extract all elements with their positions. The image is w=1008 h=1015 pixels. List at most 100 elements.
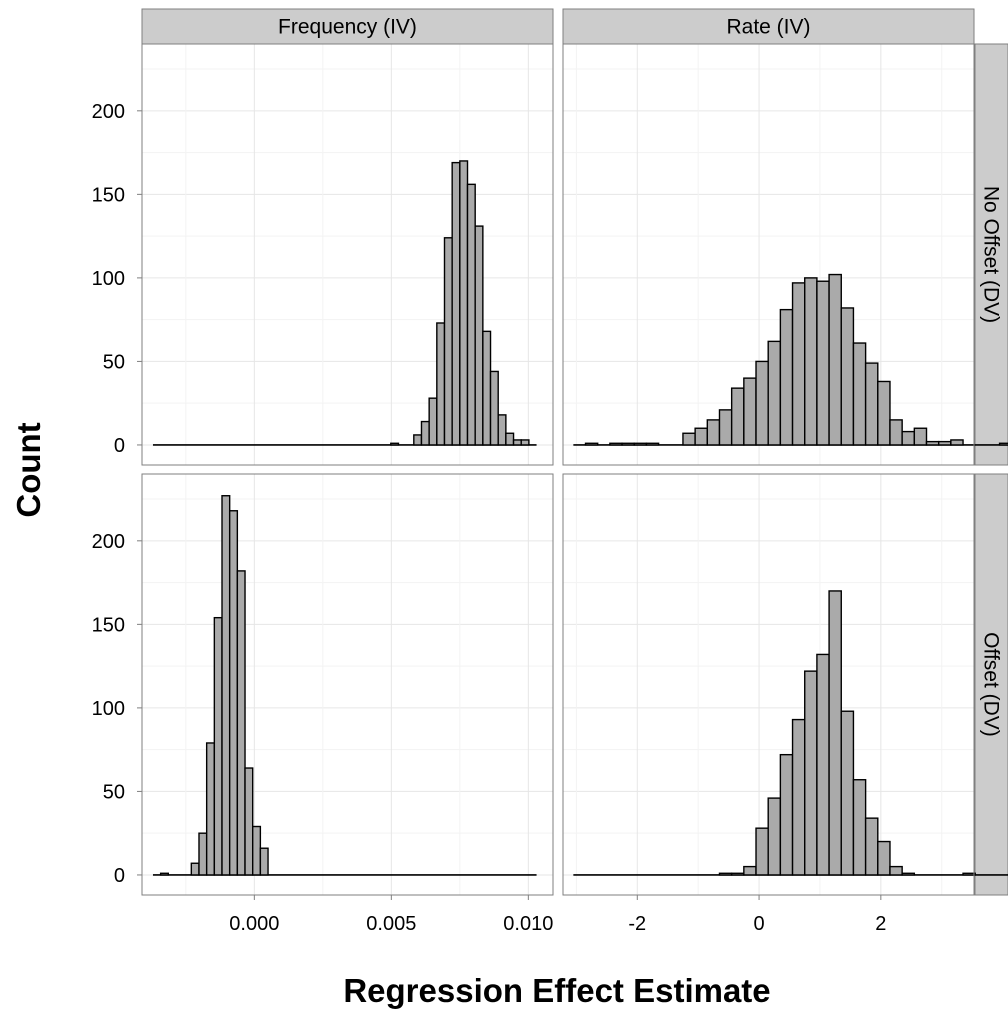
y-tick-label: 0 — [114, 435, 125, 457]
histogram-bar — [474, 225, 484, 446]
histogram-bar — [767, 340, 782, 446]
histogram-bar — [840, 307, 855, 446]
y-tick-label: 0 — [114, 865, 125, 887]
histogram-bar — [889, 419, 903, 446]
y-tick-label: 150 — [92, 184, 125, 206]
y-tick-label: 50 — [103, 351, 125, 373]
histogram-bar — [451, 161, 461, 446]
x-tick-label: 0.005 — [366, 913, 416, 935]
panel-background-2 — [142, 474, 553, 895]
histogram-bar — [259, 847, 269, 876]
histogram-bar — [505, 432, 515, 446]
y-tick-label: 200 — [92, 101, 125, 123]
histogram-bar — [937, 440, 952, 446]
histogram-bar — [864, 362, 879, 446]
histogram-bar — [497, 414, 507, 446]
histogram-bar — [428, 397, 438, 446]
facet-strip-col-0 — [141, 8, 554, 45]
histogram-bar — [213, 616, 223, 876]
histogram-bar — [645, 442, 660, 446]
histogram-bar — [730, 387, 745, 446]
facet-strip-label-row-1: Offset (DV) — [980, 632, 1003, 737]
histogram-bar — [877, 840, 891, 876]
histogram-bar — [840, 710, 855, 876]
histogram-bar — [228, 510, 239, 876]
facet-strip-label-col-0: Frequency (IV) — [278, 16, 417, 39]
panel-border-0 — [141, 43, 554, 466]
histogram-bar — [755, 827, 769, 876]
x-tick-label: 0.000 — [229, 913, 279, 935]
histogram-bar — [244, 767, 254, 876]
histogram-bar — [962, 872, 976, 876]
histogram-bar — [852, 342, 867, 446]
histogram-bar — [804, 670, 818, 876]
histogram-bar — [901, 872, 916, 876]
y-tick-label: 50 — [103, 781, 125, 803]
x-tick-label: -2 — [628, 913, 646, 935]
histogram-bar — [390, 442, 400, 446]
facet-strip-label-row-0: No Offset (DV) — [980, 186, 1003, 323]
histogram-bar — [609, 442, 623, 446]
histogram-bar — [791, 718, 806, 876]
histogram-bar — [443, 237, 453, 446]
histogram-bar — [459, 160, 469, 446]
histogram-bar — [730, 872, 745, 876]
histogram-bar — [998, 442, 1008, 446]
histogram-bar — [743, 377, 757, 446]
panel-border-2 — [141, 473, 554, 896]
histogram-bar — [190, 862, 200, 876]
histogram-bar — [877, 380, 891, 446]
panel-border-3 — [562, 473, 975, 896]
histogram-bar — [520, 439, 530, 446]
facet-strip-col-1 — [562, 8, 975, 45]
histogram-bar — [420, 420, 430, 446]
y-axis-title: Count — [10, 422, 47, 517]
y-tick-label: 200 — [92, 531, 125, 553]
histogram-bar — [413, 434, 423, 446]
histogram-bar — [633, 442, 648, 446]
x-tick-label: 2 — [875, 913, 886, 935]
histogram-bar — [767, 797, 782, 876]
facet-strip-row-1 — [974, 473, 1008, 896]
histogram-bar — [889, 865, 903, 876]
histogram-bar — [828, 590, 842, 876]
y-tick-label: 100 — [92, 698, 125, 720]
facet-strip-row-0 — [974, 43, 1008, 466]
histogram-bar — [913, 427, 928, 446]
histogram-bar — [221, 495, 231, 876]
histogram-bar — [791, 282, 806, 446]
histogram-bar — [682, 432, 696, 446]
histogram-bar — [804, 277, 818, 446]
facet-strip-label-col-1: Rate (IV) — [726, 16, 810, 39]
histogram-bar — [466, 183, 476, 446]
histogram-bar — [950, 439, 964, 446]
panel-border-1 — [562, 43, 975, 466]
histogram-bar — [755, 360, 769, 446]
histogram-bar — [925, 440, 940, 446]
histogram-bar — [584, 442, 599, 446]
histogram-bar — [864, 817, 879, 876]
histogram-bar — [718, 872, 733, 876]
histogram-bar — [743, 865, 757, 876]
histogram-bar — [828, 273, 842, 446]
y-tick-label: 100 — [92, 268, 125, 290]
histogram-bar — [779, 308, 794, 446]
histogram-bar — [621, 442, 635, 446]
histogram-bar — [718, 409, 733, 446]
histogram-bar — [159, 872, 170, 876]
histogram-bar — [489, 370, 499, 446]
x-tick-label: 0.010 — [503, 913, 553, 935]
histogram-bar — [816, 653, 830, 876]
histogram-bar — [236, 570, 246, 876]
histogram-bar — [482, 330, 492, 446]
histogram-bar — [816, 280, 830, 446]
histogram-bar — [852, 779, 867, 876]
histogram-bar — [205, 742, 216, 876]
x-axis-title: Regression Effect Estimate — [343, 972, 770, 1009]
histogram-bar — [251, 825, 262, 876]
y-tick-label: 150 — [92, 614, 125, 636]
x-tick-label: 0 — [753, 913, 764, 935]
histogram-bar — [779, 753, 794, 876]
histogram-bar — [901, 430, 916, 446]
